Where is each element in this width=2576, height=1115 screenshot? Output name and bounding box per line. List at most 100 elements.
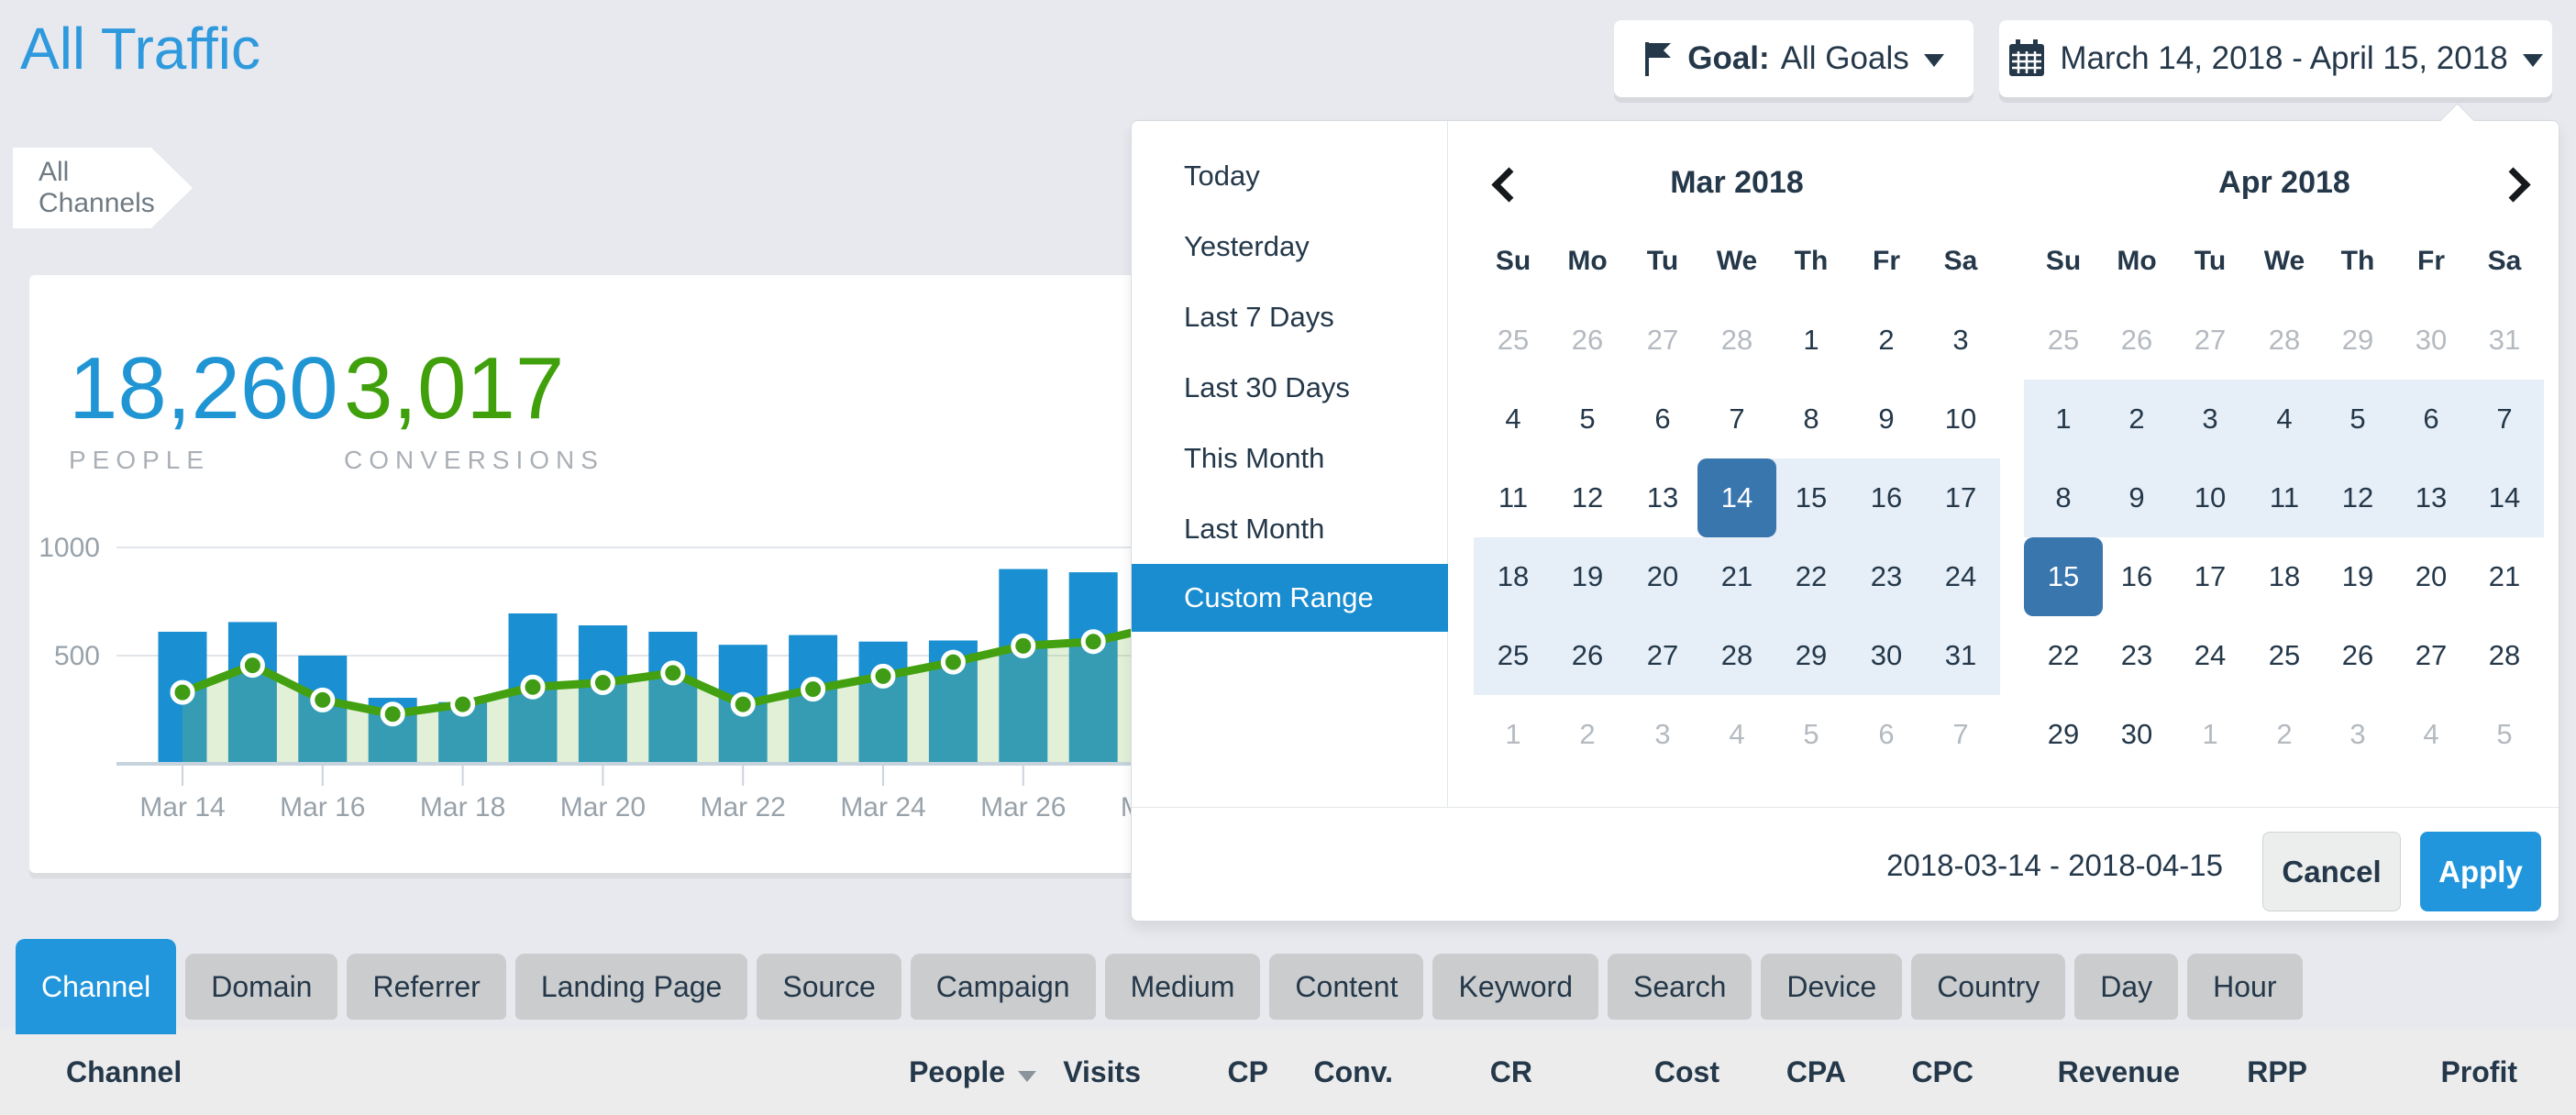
calendar-day[interactable]: 26: [2341, 639, 2374, 671]
calendar-day[interactable]: 29: [2341, 324, 2374, 356]
calendar-day[interactable]: 5: [2496, 718, 2513, 750]
calendar-day[interactable]: 11: [1498, 481, 1529, 513]
calendar-day[interactable]: 28: [2488, 639, 2521, 671]
calendar-day[interactable]: 5: [1803, 718, 1819, 750]
column-header-rpp[interactable]: RPP: [2247, 1055, 2307, 1088]
column-header-revenue[interactable]: Revenue: [2057, 1055, 2180, 1088]
calendar-day[interactable]: 21: [1720, 560, 1753, 592]
calendar-day[interactable]: 20: [1646, 560, 1679, 592]
calendar-day[interactable]: 19: [1571, 560, 1604, 592]
calendar-day[interactable]: 13: [1646, 481, 1679, 513]
calendar-day[interactable]: 3: [2202, 403, 2218, 435]
tab-medium[interactable]: Medium: [1104, 954, 1261, 1020]
apply-button[interactable]: Apply: [2420, 832, 2541, 911]
calendar-day[interactable]: 9: [2128, 481, 2145, 513]
calendar-day[interactable]: 8: [1803, 403, 1819, 435]
calendar-day[interactable]: 22: [1795, 560, 1828, 592]
calendar-day[interactable]: 16: [2120, 560, 2153, 592]
tab-device[interactable]: Device: [1761, 954, 1903, 1020]
calendar-day[interactable]: 18: [2268, 560, 2301, 592]
calendar-day[interactable]: 28: [1720, 639, 1753, 671]
calendar-day[interactable]: 28: [1720, 324, 1753, 356]
tab-referrer[interactable]: Referrer: [347, 954, 506, 1020]
calendar-day[interactable]: 26: [2120, 324, 2153, 356]
calendar-day[interactable]: 6: [2423, 403, 2439, 435]
calendar-day[interactable]: 3: [2349, 718, 2366, 750]
calendar-day[interactable]: 1: [2055, 403, 2072, 435]
calendar-day[interactable]: 7: [1952, 718, 1969, 750]
calendar-day[interactable]: 19: [2341, 560, 2374, 592]
calendar-day[interactable]: 5: [2349, 403, 2366, 435]
preset-last-30-days[interactable]: Last 30 Days: [1184, 371, 1350, 403]
calendar-day[interactable]: 4: [2423, 718, 2439, 750]
calendar-day[interactable]: 12: [2341, 481, 2374, 513]
preset-last-7-days[interactable]: Last 7 Days: [1184, 301, 1334, 333]
calendar-day[interactable]: 4: [2276, 403, 2293, 435]
column-header-visits[interactable]: Visits: [1063, 1055, 1141, 1088]
calendar-day[interactable]: 7: [2496, 403, 2513, 435]
calendar-day[interactable]: 14: [2488, 481, 2521, 513]
calendar-day[interactable]: 30: [2120, 718, 2153, 750]
calendar-day[interactable]: 12: [1571, 481, 1604, 513]
tab-landing-page[interactable]: Landing Page: [514, 954, 748, 1020]
calendar-day[interactable]: 28: [2268, 324, 2301, 356]
calendar-day[interactable]: 7: [1729, 403, 1745, 435]
calendar-day[interactable]: 27: [2194, 324, 2227, 356]
calendar-day[interactable]: 4: [1729, 718, 1745, 750]
calendar-day[interactable]: 26: [1571, 324, 1604, 356]
calendar-day[interactable]: 2: [1878, 324, 1895, 356]
goal-selector-button[interactable]: Goal: All Goals: [1614, 20, 1973, 97]
tab-hour[interactable]: Hour: [2187, 954, 2303, 1020]
preset-custom-range[interactable]: Custom Range: [1132, 564, 1448, 632]
calendar-day[interactable]: 24: [2194, 639, 2227, 671]
calendar-day[interactable]: 25: [2268, 639, 2301, 671]
calendar-day[interactable]: 1: [1505, 718, 1521, 750]
date-range-button[interactable]: March 14, 2018 - April 15, 2018: [1999, 20, 2552, 97]
calendar-day[interactable]: 23: [2120, 639, 2153, 671]
calendar-day[interactable]: 9: [1878, 403, 1895, 435]
calendar-day[interactable]: 20: [2415, 560, 2448, 592]
breadcrumb[interactable]: All Channels: [13, 148, 193, 228]
calendar-day[interactable]: 2: [2276, 718, 2293, 750]
calendar-day[interactable]: 11: [2269, 481, 2300, 513]
calendar-day[interactable]: 4: [1505, 403, 1521, 435]
column-header-cost[interactable]: Cost: [1653, 1055, 1719, 1088]
calendar-day[interactable]: 17: [2194, 560, 2227, 592]
tab-content[interactable]: Content: [1269, 954, 1424, 1020]
column-header-profit[interactable]: Profit: [2440, 1055, 2517, 1088]
preset-today[interactable]: Today: [1184, 160, 1260, 192]
calendar-day[interactable]: 15: [1795, 481, 1828, 513]
tab-day[interactable]: Day: [2074, 954, 2179, 1020]
preset-yesterday[interactable]: Yesterday: [1184, 230, 1310, 262]
calendar-day[interactable]: 31: [1944, 639, 1977, 671]
calendar-day[interactable]: 14: [1720, 481, 1753, 513]
tab-keyword[interactable]: Keyword: [1432, 954, 1598, 1020]
tab-campaign[interactable]: Campaign: [910, 954, 1096, 1020]
calendar-day[interactable]: 16: [1870, 481, 1903, 513]
tab-country[interactable]: Country: [1911, 954, 2066, 1020]
calendar-day[interactable]: 10: [1944, 403, 1977, 435]
calendar-day[interactable]: 18: [1497, 560, 1530, 592]
calendar-day[interactable]: 29: [1795, 639, 1828, 671]
calendar-day[interactable]: 27: [1646, 639, 1679, 671]
column-header-cpa[interactable]: CPA: [1786, 1055, 1846, 1088]
tab-source[interactable]: Source: [757, 954, 901, 1020]
calendar-day[interactable]: 15: [2047, 560, 2080, 592]
chevron-right-icon[interactable]: [2495, 167, 2531, 203]
calendar-day[interactable]: 10: [2194, 481, 2227, 513]
calendar-day[interactable]: 23: [1870, 560, 1903, 592]
calendar-day[interactable]: 6: [1654, 403, 1671, 435]
tab-domain[interactable]: Domain: [185, 954, 338, 1020]
column-header-channel[interactable]: Channel: [66, 1055, 182, 1088]
calendar-day[interactable]: 25: [1497, 639, 1530, 671]
tab-channel[interactable]: Channel: [16, 939, 177, 1034]
calendar-day[interactable]: 26: [1571, 639, 1604, 671]
calendar-day[interactable]: 25: [2047, 324, 2080, 356]
column-header-conv-[interactable]: Conv.: [1313, 1055, 1393, 1088]
calendar-day[interactable]: 22: [2047, 639, 2080, 671]
calendar-day[interactable]: 29: [2047, 718, 2080, 750]
calendar-day[interactable]: 2: [2128, 403, 2145, 435]
calendar-day[interactable]: 6: [1878, 718, 1895, 750]
tab-search[interactable]: Search: [1607, 954, 1752, 1020]
calendar-day[interactable]: 8: [2055, 481, 2072, 513]
